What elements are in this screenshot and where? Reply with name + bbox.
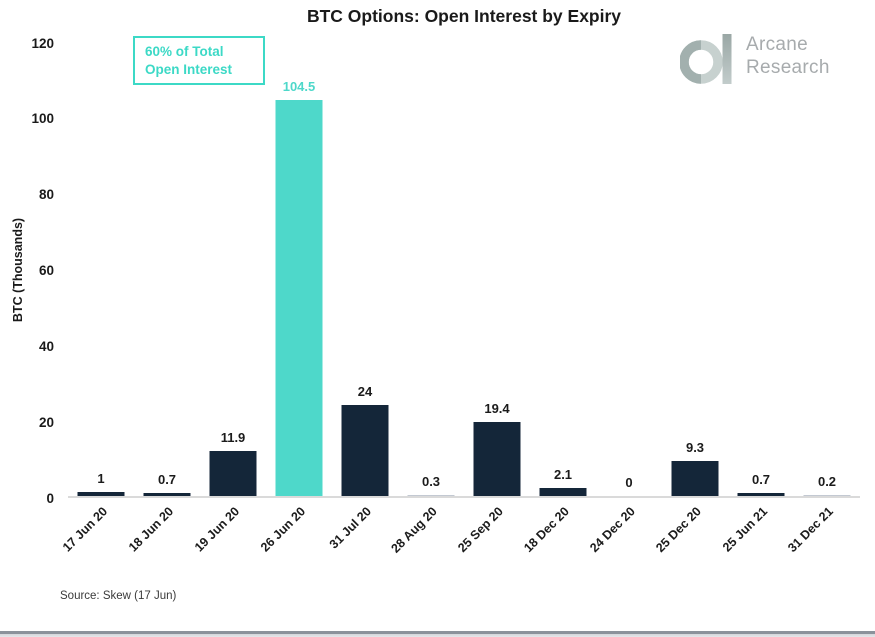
- annotation-line-1: 60% of Total: [145, 43, 224, 59]
- x-tick-label: 31 Dec 21: [785, 504, 837, 555]
- bar-value-label: 1: [97, 471, 105, 486]
- arcane-logo-icon: [679, 31, 734, 90]
- x-tick-label: 18 Jun 20: [125, 504, 177, 555]
- y-tick-label: 80: [38, 187, 54, 203]
- bar: [407, 495, 455, 496]
- annotation-box: 60% of Total Open Interest: [133, 36, 265, 85]
- bar-value-label: 0.2: [817, 474, 837, 489]
- bar-slot: 104.5 26 Jun 20: [258, 43, 332, 554]
- x-tick-label: 28 Aug 20: [388, 504, 441, 556]
- chart-title: BTC Options: Open Interest by Expiry: [306, 6, 622, 26]
- bar-value-label: 0: [625, 475, 633, 490]
- bar-value-label: 11.9: [220, 430, 246, 445]
- y-tick-label: 120: [31, 35, 54, 51]
- bar-value-label: 0.3: [421, 474, 441, 489]
- bar: [803, 495, 851, 496]
- source-note: Source: Skew (17 Jun): [60, 590, 177, 602]
- bar-value-label: 24: [357, 384, 373, 399]
- bar-slot: 11.9 19 Jun 20: [192, 43, 266, 554]
- bar-slot: 19.4 25 Sep 20: [456, 43, 530, 555]
- arcane-research-logo: Arcane Research: [679, 31, 830, 90]
- x-tick-label: 25 Jun 21: [719, 504, 771, 555]
- y-tick-label: 60: [38, 263, 54, 278]
- x-tick-label: 31 Jul 20: [326, 504, 375, 552]
- bar-slot: 0.3 28 Aug 20: [389, 43, 464, 556]
- bar-value-label: 0.7: [751, 472, 771, 487]
- bar-slot: 0.7 25 Jun 21: [720, 43, 794, 554]
- bar-slot: 1 17 Jun 20: [60, 43, 134, 554]
- bar-value-label: 2.1: [553, 467, 573, 482]
- bar: [539, 488, 587, 496]
- bar-slot: 0 24 Dec 20: [588, 43, 662, 555]
- bar-slot: 9.3 25 Dec 20: [654, 43, 728, 555]
- bar: [275, 100, 323, 496]
- window-bottom-border: [0, 631, 875, 637]
- bar-slot: 24 31 Jul 20: [327, 43, 398, 552]
- x-tick-label: 17 Jun 20: [59, 504, 111, 555]
- y-tick-label: 0: [46, 490, 54, 506]
- x-tick-label: 19 Jun 20: [191, 504, 243, 555]
- bar-value-label: 19.4: [484, 401, 510, 416]
- plot-area: 1 17 Jun 20 0.7 18 Jun 20 11.9 19 Jun 20 104.5…: [60, 43, 860, 556]
- bar-value-label: 9.3: [685, 440, 705, 455]
- bar: [473, 422, 521, 496]
- arcane-logo-text: Arcane Research: [746, 33, 830, 79]
- bar-slot: 2.1 18 Dec 20: [522, 43, 596, 555]
- bar: [77, 492, 125, 496]
- bar-value-label: 0.7: [157, 472, 177, 487]
- bar: [671, 461, 719, 496]
- annotation-line-2: Open Interest: [145, 61, 233, 77]
- logo-line-2: Research: [746, 57, 830, 79]
- x-tick-label: 24 Dec 20: [587, 504, 639, 555]
- y-axis: 0 20 40 60 80 100 120: [0, 36, 68, 504]
- x-tick-label: 18 Dec 20: [521, 504, 573, 555]
- y-tick-label: 100: [31, 111, 54, 127]
- logo-line-1: Arcane: [746, 34, 809, 55]
- x-tick-label: 25 Sep 20: [455, 504, 507, 555]
- y-tick-label: 20: [38, 414, 54, 430]
- bar-slot: 0.2 31 Dec 21: [786, 43, 860, 555]
- bar: [209, 451, 257, 496]
- bar: [143, 493, 191, 496]
- x-tick-label: 25 Dec 20: [653, 504, 705, 555]
- bar: [341, 405, 389, 496]
- bar-value-label: 104.5: [282, 79, 316, 94]
- y-tick-label: 40: [38, 338, 54, 354]
- x-tick-label: 26 Jun 20: [257, 504, 309, 555]
- bar-slot: 0.7 18 Jun 20: [126, 43, 200, 554]
- bar: [737, 493, 785, 496]
